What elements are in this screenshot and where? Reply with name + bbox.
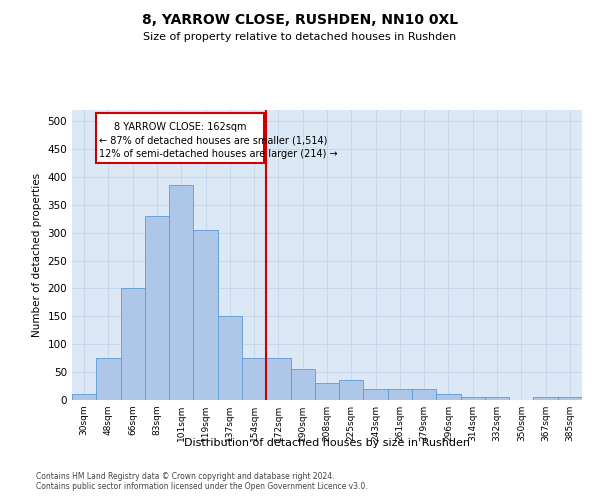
Bar xyxy=(461,397,485,400)
Bar xyxy=(339,380,364,400)
Text: 8, YARROW CLOSE, RUSHDEN, NN10 0XL: 8, YARROW CLOSE, RUSHDEN, NN10 0XL xyxy=(142,12,458,26)
Bar xyxy=(436,394,461,400)
Bar xyxy=(364,389,388,400)
Bar xyxy=(290,370,315,400)
Bar xyxy=(412,389,436,400)
Bar xyxy=(266,358,290,400)
Bar xyxy=(315,384,339,400)
Text: ← 87% of detached houses are smaller (1,514): ← 87% of detached houses are smaller (1,… xyxy=(99,136,328,145)
Text: 12% of semi-detached houses are larger (214) →: 12% of semi-detached houses are larger (… xyxy=(99,149,338,159)
Text: Contains public sector information licensed under the Open Government Licence v3: Contains public sector information licen… xyxy=(36,482,368,491)
Bar xyxy=(242,358,266,400)
Bar xyxy=(218,316,242,400)
Bar xyxy=(193,230,218,400)
Bar xyxy=(96,358,121,400)
Text: Distribution of detached houses by size in Rushden: Distribution of detached houses by size … xyxy=(184,438,470,448)
Bar xyxy=(485,397,509,400)
Bar xyxy=(388,389,412,400)
Text: Size of property relative to detached houses in Rushden: Size of property relative to detached ho… xyxy=(143,32,457,42)
Y-axis label: Number of detached properties: Number of detached properties xyxy=(32,173,42,337)
Bar xyxy=(533,397,558,400)
Text: 8 YARROW CLOSE: 162sqm: 8 YARROW CLOSE: 162sqm xyxy=(114,122,247,132)
Bar xyxy=(72,394,96,400)
Bar xyxy=(558,397,582,400)
Text: Contains HM Land Registry data © Crown copyright and database right 2024.: Contains HM Land Registry data © Crown c… xyxy=(36,472,335,481)
Bar xyxy=(145,216,169,400)
Bar xyxy=(121,288,145,400)
Bar xyxy=(169,186,193,400)
